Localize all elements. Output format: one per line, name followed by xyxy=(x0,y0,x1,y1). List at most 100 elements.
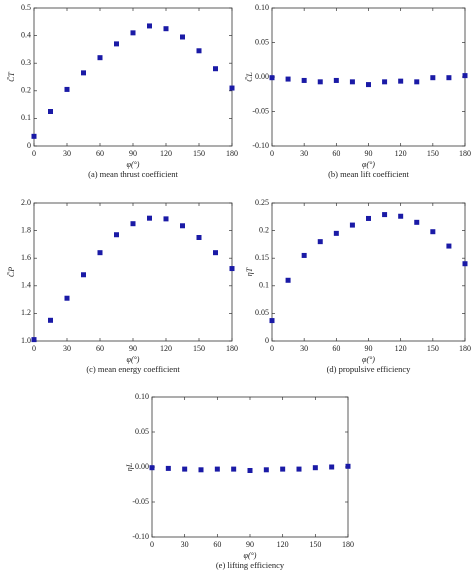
marker xyxy=(285,277,291,283)
marker xyxy=(430,75,436,81)
y-tick-label: 1.4 xyxy=(21,281,31,290)
y-tick-label: 1.0 xyxy=(21,336,31,345)
y-axis-label: C̄L xyxy=(245,72,254,82)
x-tick-label: 90 xyxy=(246,540,254,549)
y-tick-label: 0.3 xyxy=(21,58,31,67)
y-tick-label: 0.05 xyxy=(255,308,269,317)
y-tick-label: 0 xyxy=(265,336,269,345)
marker xyxy=(317,79,323,85)
x-tick-label: 0 xyxy=(150,540,154,549)
marker xyxy=(345,463,351,469)
y-axis-label: ηL xyxy=(125,462,134,471)
x-tick-label: 150 xyxy=(427,344,439,353)
marker xyxy=(31,337,37,343)
x-axis-label: φ(°) xyxy=(127,355,140,364)
x-tick-label: 120 xyxy=(395,344,407,353)
marker xyxy=(114,41,119,47)
x-tick-label: 150 xyxy=(193,344,205,353)
marker xyxy=(430,229,436,235)
y-tick-label: -0.05 xyxy=(132,497,149,506)
marker xyxy=(213,66,218,72)
marker xyxy=(196,48,202,54)
marker xyxy=(229,85,235,91)
marker xyxy=(269,318,275,324)
marker xyxy=(349,79,355,85)
marker xyxy=(446,243,452,249)
marker xyxy=(213,250,218,256)
x-tick-label: 120 xyxy=(160,344,172,353)
marker xyxy=(198,467,204,473)
marker xyxy=(130,30,136,36)
marker xyxy=(163,216,169,222)
plot-frame xyxy=(33,7,233,147)
x-tick-label: 150 xyxy=(193,149,205,158)
y-tick-label: 0.5 xyxy=(21,3,31,12)
y-tick-label: 0.05 xyxy=(255,37,269,46)
marker xyxy=(64,295,70,301)
x-tick-label: 90 xyxy=(129,344,137,353)
x-tick-label: 30 xyxy=(63,149,71,158)
x-tick-label: 90 xyxy=(365,149,373,158)
y-tick-label: 0.00 xyxy=(255,72,269,81)
x-tick-label: 150 xyxy=(427,149,439,158)
x-tick-label: 0 xyxy=(270,149,274,158)
marker xyxy=(48,317,53,323)
marker xyxy=(196,235,202,240)
y-tick-label: 0.10 xyxy=(255,3,269,12)
marker xyxy=(333,77,339,83)
marker xyxy=(462,261,468,267)
marker xyxy=(81,70,86,76)
y-axis-label: C̄P xyxy=(7,267,16,277)
y-tick-label: 0.2 xyxy=(259,225,269,234)
y-axis-label: C̄T xyxy=(7,72,16,82)
y-tick-label: 0.25 xyxy=(255,198,269,207)
caption: (b) mean lift coefficient xyxy=(328,169,409,179)
y-tick-label: 0.1 xyxy=(259,281,269,290)
x-tick-label: 180 xyxy=(226,344,238,353)
x-tick-label: 30 xyxy=(300,344,308,353)
marker xyxy=(333,230,339,236)
x-tick-label: 150 xyxy=(309,540,321,549)
plot-frame xyxy=(271,202,466,342)
x-tick-label: 30 xyxy=(63,344,71,353)
marker xyxy=(382,212,388,218)
marker xyxy=(114,232,119,238)
x-tick-label: 120 xyxy=(160,149,172,158)
y-tick-label: 0 xyxy=(27,141,31,150)
x-tick-label: 60 xyxy=(96,344,104,353)
y-tick-label: 1.2 xyxy=(21,308,31,317)
x-tick-label: 60 xyxy=(213,540,221,549)
x-axis-label: φ(°) xyxy=(362,355,375,364)
marker xyxy=(462,73,468,79)
marker xyxy=(97,250,103,256)
marker xyxy=(398,78,404,84)
x-tick-label: 0 xyxy=(270,344,274,353)
marker xyxy=(229,266,235,272)
marker xyxy=(301,77,307,83)
y-tick-label: -0.05 xyxy=(252,106,269,115)
marker xyxy=(312,465,318,471)
plot-frame xyxy=(151,396,349,538)
y-tick-label: 0.15 xyxy=(255,253,269,262)
y-tick-label: -0.10 xyxy=(252,141,269,150)
marker xyxy=(48,109,53,114)
marker xyxy=(231,466,237,472)
x-tick-label: 120 xyxy=(277,540,289,549)
marker xyxy=(147,23,152,29)
x-tick-label: 90 xyxy=(129,149,137,158)
marker xyxy=(147,215,152,221)
x-tick-label: 60 xyxy=(332,344,340,353)
x-tick-label: 180 xyxy=(459,344,471,353)
x-axis-label: φ(°) xyxy=(127,160,140,169)
marker xyxy=(180,223,185,229)
marker xyxy=(349,222,355,228)
marker xyxy=(301,252,307,258)
x-tick-label: 120 xyxy=(395,149,407,158)
caption: (e) lifting efficiency xyxy=(216,560,285,570)
marker xyxy=(398,213,404,219)
y-tick-label: 0.05 xyxy=(135,427,149,436)
x-tick-label: 0 xyxy=(32,149,36,158)
marker xyxy=(414,79,420,85)
caption: (d) propulsive efficiency xyxy=(327,364,412,374)
x-tick-label: 180 xyxy=(226,149,238,158)
